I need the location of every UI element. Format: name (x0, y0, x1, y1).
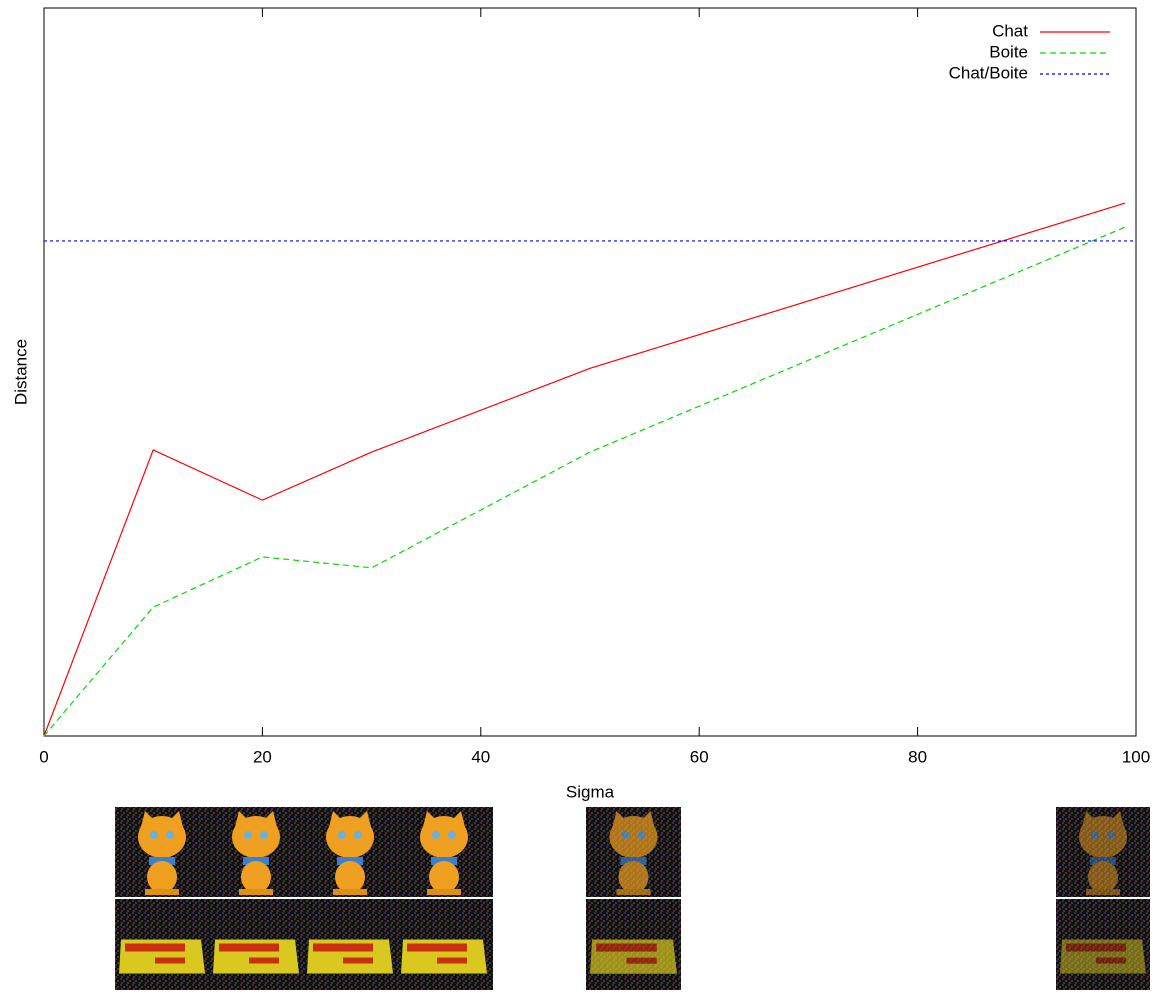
thumbnails (115, 807, 1150, 990)
line (43, 202, 1126, 737)
box-image (307, 939, 393, 974)
x-tick-label: 100 (1122, 747, 1150, 766)
box-image (401, 939, 487, 974)
x-tick-label: 20 (253, 747, 272, 766)
legend-label: Chat (992, 21, 1028, 40)
box-image (213, 939, 299, 974)
x-tick-label: 80 (908, 747, 927, 766)
legend-label: Chat/Boite (949, 63, 1028, 82)
x-tick-label: 60 (690, 747, 709, 766)
x-axis-label: Sigma (566, 782, 615, 801)
x-tick-label: 0 (39, 747, 48, 766)
line (43, 226, 1126, 737)
x-tick-label: 40 (471, 747, 490, 766)
box-image (119, 939, 205, 974)
y-axis-label: Distance (11, 339, 30, 405)
box-image (1060, 939, 1146, 974)
legend-label: Boite (989, 42, 1028, 61)
plot-frame (43, 7, 1137, 737)
box-image (590, 939, 677, 974)
